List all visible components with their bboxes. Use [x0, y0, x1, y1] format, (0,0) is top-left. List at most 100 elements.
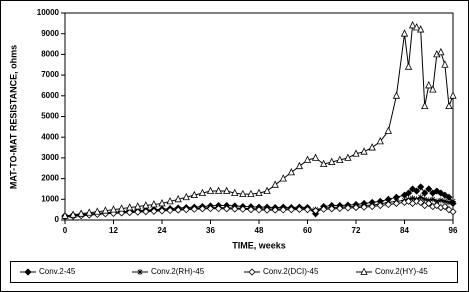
y-tick-label: 5000 [41, 112, 59, 121]
marker [61, 211, 69, 219]
marker [417, 194, 424, 201]
y-tick-label: 0 [55, 215, 60, 224]
marker [231, 188, 239, 196]
marker [445, 101, 453, 110]
marker [101, 206, 110, 214]
marker [429, 85, 437, 93]
legend-marker [24, 268, 32, 276]
legend-label: Conv.2-45 [39, 267, 76, 276]
legend-marker [248, 268, 256, 276]
marker [449, 208, 457, 216]
marker [93, 207, 101, 215]
marker [279, 174, 287, 182]
marker [344, 153, 352, 161]
marker [158, 199, 166, 207]
x-tick-label: 12 [109, 226, 118, 235]
x-tick-label: 72 [352, 226, 361, 235]
marker [417, 25, 425, 33]
marker [287, 167, 295, 176]
marker [320, 205, 328, 213]
marker [182, 192, 190, 201]
y-tick-label: 1000 [41, 194, 59, 203]
marker [174, 194, 182, 203]
x-tick-label: 24 [158, 226, 167, 235]
marker [445, 199, 452, 206]
legend-marker [360, 267, 368, 275]
legend-label: Conv.2(RH)-45 [151, 267, 205, 276]
marker [198, 188, 207, 196]
marker [295, 205, 303, 214]
marker [352, 204, 360, 212]
marker [344, 204, 352, 212]
marker [206, 186, 215, 194]
x-tick-label: 0 [63, 226, 68, 235]
marker [255, 188, 263, 196]
marker [223, 186, 231, 194]
marker [239, 189, 247, 198]
marker [320, 159, 328, 168]
marker [425, 185, 433, 193]
x-tick-label: 96 [449, 226, 458, 235]
marker [409, 195, 416, 202]
legend-label: Conv.2(HY)-45 [375, 267, 428, 276]
marker [231, 205, 239, 213]
y-tick-label: 4000 [41, 132, 59, 141]
marker [441, 191, 449, 199]
marker [134, 208, 142, 216]
marker [158, 207, 166, 215]
marker [417, 183, 425, 191]
x-axis-label: TIME, weeks [232, 240, 286, 250]
marker [360, 203, 368, 211]
marker [421, 189, 429, 197]
y-tick-label: 6000 [41, 91, 59, 100]
marker [182, 206, 190, 214]
marker [239, 205, 247, 213]
marker [429, 196, 436, 203]
marker [412, 23, 421, 31]
marker [279, 206, 287, 214]
marker [336, 204, 344, 212]
marker [450, 198, 456, 205]
marker [413, 187, 421, 195]
marker [392, 199, 400, 208]
marker [142, 201, 150, 209]
marker [215, 205, 223, 213]
marker [303, 155, 312, 163]
marker [352, 149, 360, 157]
marker [441, 202, 449, 211]
legend-label: Conv.2(DCI)-45 [263, 267, 319, 276]
marker [85, 208, 93, 216]
marker [328, 205, 336, 213]
y-tick-label: 7000 [41, 70, 59, 79]
marker [166, 196, 174, 205]
marker [174, 206, 182, 214]
marker [404, 62, 413, 70]
marker [437, 47, 445, 56]
marker [223, 205, 231, 213]
marker [376, 201, 384, 210]
marker [368, 202, 376, 211]
marker [150, 207, 158, 215]
marker [206, 205, 215, 213]
x-tick-label: 60 [303, 226, 312, 235]
marker [336, 155, 344, 163]
y-tick-label: 9000 [41, 29, 59, 38]
marker [198, 205, 206, 213]
x-tick-label: 84 [400, 226, 409, 235]
marker [376, 136, 384, 145]
marker [303, 206, 312, 214]
marker [441, 198, 448, 205]
marker [328, 157, 336, 165]
marker [312, 207, 320, 215]
x-tick-label: 48 [255, 226, 264, 235]
marker [247, 206, 255, 214]
marker [400, 29, 409, 37]
marker [287, 206, 295, 214]
marker [449, 91, 457, 99]
marker [69, 210, 77, 218]
y-tick-label: 3000 [41, 153, 59, 162]
x-tick-label: 36 [206, 226, 215, 235]
marker [126, 208, 134, 217]
